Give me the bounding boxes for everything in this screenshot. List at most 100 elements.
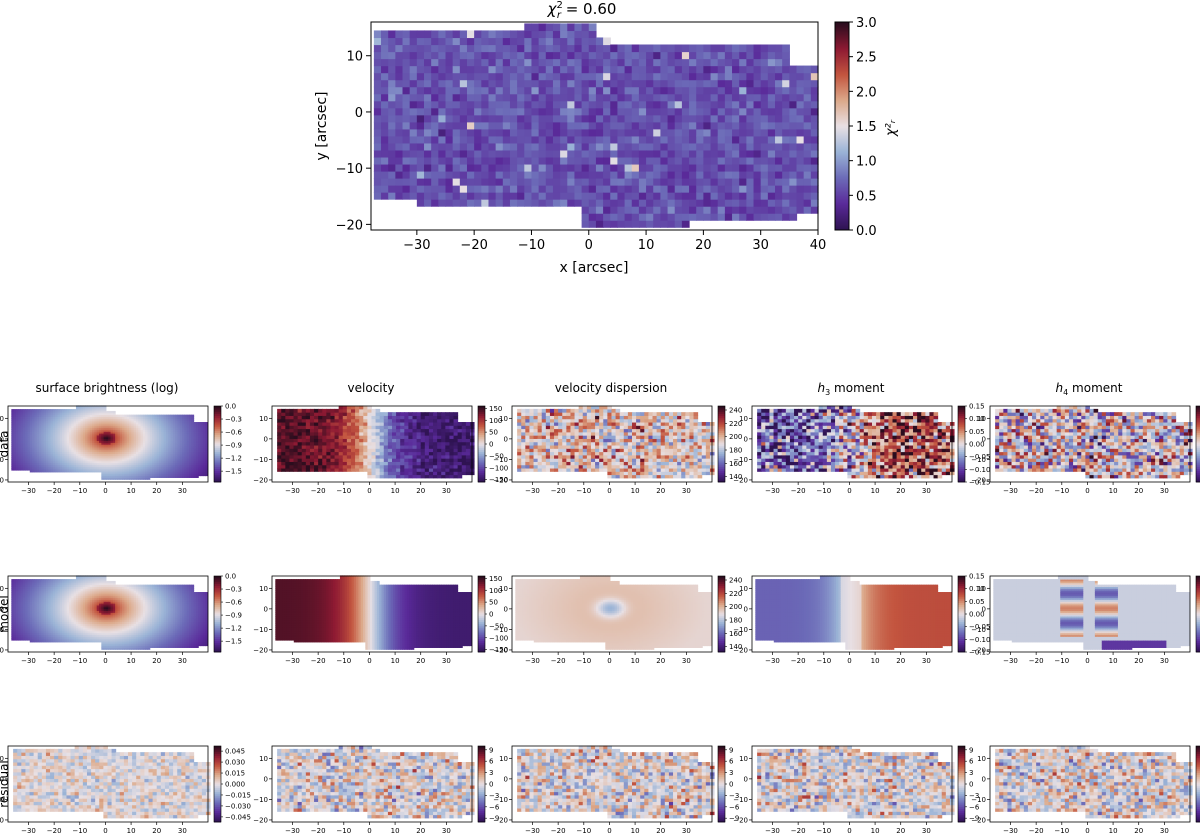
- chi2-cell: [646, 220, 654, 228]
- chi2-cell: [467, 52, 475, 60]
- chi2-cell: [718, 80, 726, 88]
- chi2-cell: [625, 157, 633, 165]
- chi2-cell: [460, 122, 468, 130]
- chi2-cell: [446, 171, 454, 179]
- chi2-cell: [682, 73, 690, 81]
- chi2-cell: [460, 94, 468, 102]
- chi2-cell: [517, 37, 525, 45]
- chi2-cell: [467, 150, 475, 158]
- chi2-cell: [660, 199, 668, 207]
- chi2-cell: [539, 150, 547, 158]
- chi2-cell: [531, 192, 539, 200]
- chi2-cell: [510, 150, 518, 158]
- chi2-cell: [596, 129, 604, 137]
- chi2-cell: [711, 87, 719, 95]
- chi2-cell: [596, 220, 604, 228]
- chi2-cell: [596, 206, 604, 214]
- chi2-cell: [696, 115, 704, 123]
- chi2-cell: [625, 178, 633, 186]
- chi2-cell: [553, 185, 561, 193]
- chi2-cell: [589, 157, 597, 165]
- chi2-cell: [660, 115, 668, 123]
- chi2-cell: [603, 143, 611, 151]
- chi2-cell: [660, 80, 668, 88]
- chi2-cell: [531, 59, 539, 67]
- chi2-cell: [675, 171, 683, 179]
- chi2-cell: [610, 150, 618, 158]
- chi2-cell: [488, 164, 496, 172]
- chi2-cell: [374, 87, 382, 95]
- chi2-cell: [496, 80, 504, 88]
- chi2-cell: [496, 143, 504, 151]
- chi2-cell: [467, 143, 475, 151]
- chi2-cell: [596, 150, 604, 158]
- chi2-cell: [625, 73, 633, 81]
- chi2-cell: [574, 59, 582, 67]
- chi2-cell: [653, 206, 661, 214]
- chi2-cell: [503, 80, 511, 88]
- chi2-cell: [589, 199, 597, 207]
- chi2-cell: [589, 171, 597, 179]
- chi2-cell: [510, 30, 518, 38]
- chi2-cell: [589, 192, 597, 200]
- chi2-cell: [639, 220, 647, 228]
- chi2-cell: [531, 94, 539, 102]
- chi2-cell: [488, 44, 496, 52]
- chi2-cell: [517, 73, 525, 81]
- chi2-cell: [660, 66, 668, 74]
- chi2-cell: [639, 108, 647, 116]
- chi2-cell: [582, 73, 590, 81]
- chi2-cell: [403, 52, 411, 60]
- chi2-cell: [496, 87, 504, 95]
- chi2-cell: [517, 30, 525, 38]
- chi2-cell: [417, 37, 425, 45]
- chi2-cell: [589, 44, 597, 52]
- chi2-cell: [696, 66, 704, 74]
- chi2-cell: [625, 101, 633, 109]
- chi2-cell: [639, 94, 647, 102]
- chi2-cell: [503, 101, 511, 109]
- chi2-cell: [625, 66, 633, 74]
- chi2-cell: [696, 213, 704, 221]
- chi2-cell: [438, 37, 446, 45]
- chi2-cell: [524, 66, 532, 74]
- chi2-cell: [718, 192, 726, 200]
- chi2-cell: [653, 94, 661, 102]
- chi2-cell: [510, 101, 518, 109]
- chi2-cell: [567, 30, 575, 38]
- chi2-cell: [703, 185, 711, 193]
- chi2-cell: [574, 164, 582, 172]
- chi2-cell: [395, 192, 403, 200]
- chi2-cell: [424, 122, 432, 130]
- chi2-cell: [639, 171, 647, 179]
- chi2-cell: [510, 108, 518, 116]
- chi2-cell: [589, 37, 597, 45]
- chi2-cell: [646, 80, 654, 88]
- chi2-cell: [403, 37, 411, 45]
- chi2-cell: [503, 150, 511, 158]
- chi2-cell: [711, 157, 719, 165]
- chi2-cell: [718, 66, 726, 74]
- chi2-cell: [374, 143, 382, 151]
- chi2-cell: [374, 44, 382, 52]
- chi2-cell: [646, 185, 654, 193]
- chi2-cell: [617, 150, 625, 158]
- chi2-cell: [668, 129, 676, 137]
- chi2-cell: [639, 59, 647, 67]
- chi2-cell: [467, 129, 475, 137]
- chi2-cell: [503, 171, 511, 179]
- chi2-cell: [481, 52, 489, 60]
- chi2-cell: [474, 164, 482, 172]
- chi2-cell: [646, 157, 654, 165]
- chi2-cell: [567, 37, 575, 45]
- chi2-cell: [395, 37, 403, 45]
- chi2-cell: [424, 192, 432, 200]
- chi2-cell: [460, 30, 468, 38]
- chi2-cell: [381, 129, 389, 137]
- chi2-cell: [610, 52, 618, 60]
- chi2-cell: [668, 108, 676, 116]
- chi2-cell: [539, 30, 547, 38]
- chi2-cell: [582, 122, 590, 130]
- chi2-cell: [696, 108, 704, 116]
- chi2-cell: [718, 59, 726, 67]
